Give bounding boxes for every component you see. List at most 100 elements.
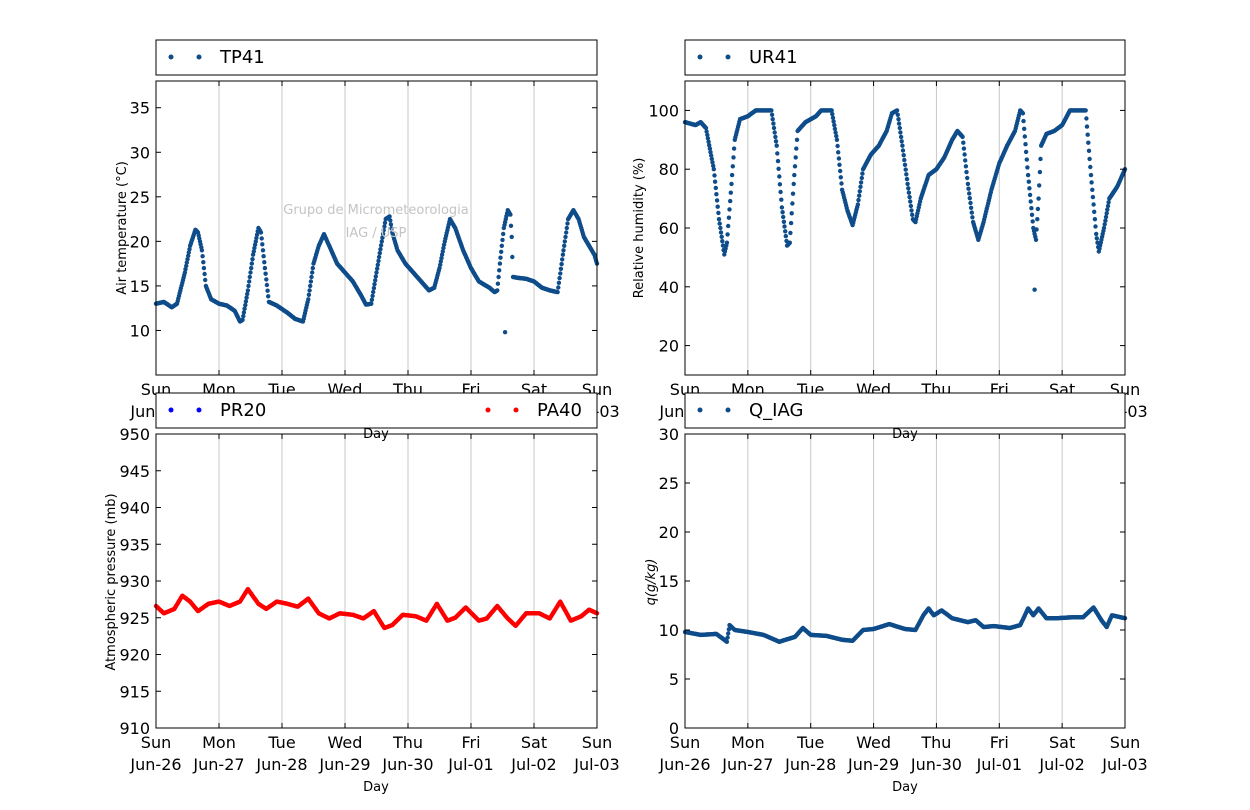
humidity-data-point bbox=[781, 214, 786, 220]
humidity-outlier-point bbox=[1032, 287, 1037, 292]
temperature-data-point bbox=[183, 267, 188, 272]
q-x-tick-date: Jul-02 bbox=[1038, 755, 1084, 774]
humidity-data-point bbox=[857, 189, 862, 194]
temperature-data-point bbox=[382, 220, 388, 225]
humidity-data-point bbox=[1090, 187, 1095, 192]
temperature-data-point bbox=[249, 265, 254, 271]
pressure-x-tick-date: Jun-28 bbox=[255, 755, 307, 774]
pressure-x-tick-day: Wed bbox=[328, 733, 363, 752]
temperature-data-point bbox=[373, 278, 378, 283]
temperature-data-point bbox=[563, 234, 568, 240]
humidity-data-point bbox=[771, 125, 777, 131]
temperature-data-point bbox=[560, 252, 566, 257]
humidity-y-ticks: 20 40 60 80 100 bbox=[648, 101, 1125, 356]
humidity-data-point bbox=[779, 205, 785, 210]
humidity-data-point bbox=[1035, 206, 1041, 212]
humidity-data-point bbox=[961, 146, 967, 151]
q-y-tick-label: 20 bbox=[659, 523, 679, 542]
temperature-data-point bbox=[264, 277, 269, 282]
temperature-data-point bbox=[441, 245, 446, 251]
humidity-data-point bbox=[896, 117, 901, 122]
temperature-data-point bbox=[246, 283, 251, 289]
humidity-data-point bbox=[963, 164, 969, 169]
temperature-y-tick-label: 15 bbox=[130, 277, 150, 296]
temperature-data-point bbox=[369, 297, 375, 302]
humidity-data-point bbox=[968, 205, 974, 210]
temperature-data-point bbox=[251, 249, 256, 254]
humidity-data-point bbox=[896, 121, 902, 126]
temperature-data-point bbox=[561, 248, 566, 253]
humidity-data-point bbox=[1025, 172, 1031, 178]
temperature-data-point bbox=[389, 226, 394, 231]
pressure-y-ticks: 910 915 920 925 930 935 940 945 950 bbox=[119, 425, 597, 738]
temperature-data-point bbox=[240, 317, 245, 322]
temperature-data-point bbox=[253, 239, 258, 244]
humidity-data-point bbox=[894, 108, 900, 113]
pressure-y-tick-label: 930 bbox=[119, 572, 150, 591]
temperature-data-point bbox=[495, 288, 500, 293]
humidity-data-point bbox=[1083, 108, 1088, 113]
humidity-data-point bbox=[726, 223, 731, 229]
humidity-data-point bbox=[780, 210, 785, 215]
temperature-data-point bbox=[307, 288, 312, 293]
temperature-data-point bbox=[266, 294, 271, 299]
humidity-data-point bbox=[728, 198, 733, 204]
humidity-data-point bbox=[1023, 142, 1028, 147]
temperature-data-point bbox=[308, 283, 313, 289]
q-legend-marker bbox=[697, 407, 703, 413]
temperature-data-point bbox=[199, 248, 205, 253]
humidity-data-point bbox=[1022, 134, 1027, 139]
humidity-data-point bbox=[791, 181, 796, 187]
pressure-legend-marker-pa40 bbox=[485, 407, 491, 413]
humidity-data-point bbox=[713, 185, 718, 191]
q-legend: Q_IAG bbox=[684, 392, 1126, 429]
humidity-data-point bbox=[910, 212, 915, 217]
temperature-data-point bbox=[186, 253, 191, 258]
temperature-data-point bbox=[441, 242, 447, 247]
humidity-data-point bbox=[1101, 225, 1107, 231]
q-legend-box bbox=[684, 392, 1126, 429]
q-x-tick-date: Jun-28 bbox=[784, 755, 836, 774]
humidity-data-point bbox=[858, 180, 864, 185]
temperature-legend-marker bbox=[168, 54, 174, 60]
humidity-data-point bbox=[777, 182, 783, 187]
temperature-data-point bbox=[254, 235, 259, 241]
pressure-legend-marker-pa40 bbox=[513, 407, 519, 413]
temperature-data-point bbox=[439, 252, 445, 257]
pressure-y-axis-label: Atmospheric pressure (mb) bbox=[104, 493, 119, 670]
temperature-data-point bbox=[306, 297, 311, 302]
humidity-data-point bbox=[724, 240, 730, 245]
temperature-data-point bbox=[379, 239, 384, 244]
q-x-tick-day: Mon bbox=[731, 733, 765, 752]
temperature-data-point bbox=[184, 263, 189, 269]
temperature-data-point bbox=[372, 282, 377, 287]
temperature-watermark: Grupo de Micrometeorologia IAG / USP bbox=[283, 203, 469, 241]
temperature-data-point bbox=[310, 270, 315, 275]
humidity-data-point bbox=[788, 220, 794, 226]
q-x-tick-date: Jun-29 bbox=[847, 755, 899, 774]
humidity-data-point bbox=[712, 173, 717, 178]
humidity-data-point bbox=[832, 126, 838, 131]
humidity-data-point bbox=[1021, 118, 1026, 124]
temperature-data-point bbox=[495, 281, 501, 286]
q-x-tick-date: Jun-27 bbox=[721, 755, 773, 774]
pressure-y-tick-label: 920 bbox=[119, 646, 150, 665]
humidity-data-point bbox=[831, 119, 836, 124]
humidity-data-point bbox=[771, 121, 776, 126]
humidity-data-point bbox=[839, 181, 844, 186]
humidity-data-point bbox=[856, 197, 861, 203]
pressure-x-tick-day: Thu bbox=[392, 733, 423, 752]
humidity-data-point bbox=[968, 200, 973, 206]
temperature-data-point bbox=[202, 271, 207, 277]
temperature-data-point bbox=[185, 257, 190, 262]
q-y-ticks: 0 5 10 15 20 25 30 bbox=[659, 425, 1125, 738]
temperature-data-point bbox=[375, 262, 380, 267]
q-series-q-iag bbox=[682, 605, 1128, 644]
humidity-data-point bbox=[835, 143, 840, 149]
q-legend-label: Q_IAG bbox=[749, 400, 803, 421]
q-y-tick-label: 5 bbox=[669, 670, 679, 689]
temperature-legend-box bbox=[155, 39, 598, 76]
humidity-data-point bbox=[731, 155, 736, 160]
temperature-data-point bbox=[250, 252, 256, 257]
pressure-x-tick-day: Mon bbox=[202, 733, 236, 752]
